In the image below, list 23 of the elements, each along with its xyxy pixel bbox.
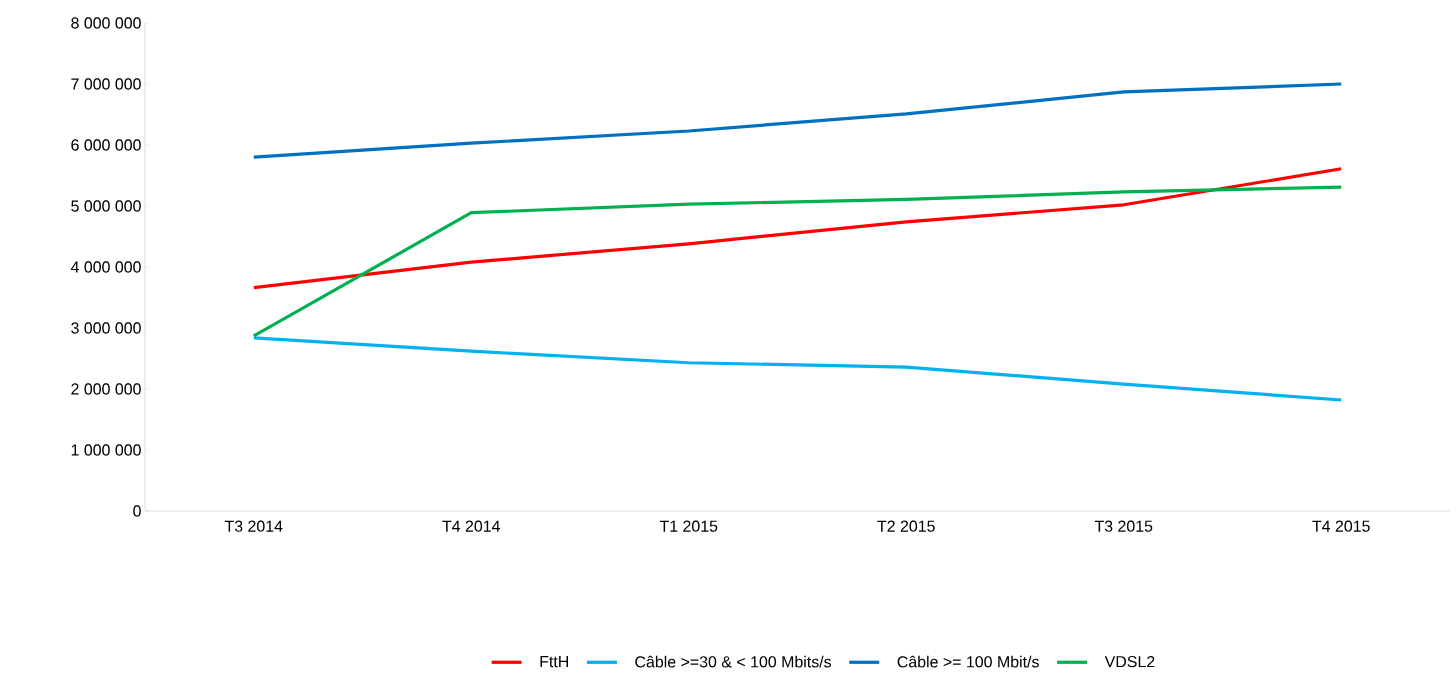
- x-tick-label: T4 2014: [442, 520, 500, 532]
- y-tick-label: 1 000 000: [71, 444, 141, 456]
- y-tick-label: 8 000 000: [71, 17, 141, 29]
- line-series: [252, 185, 1343, 338]
- y-tick-label: 5 000 000: [71, 200, 141, 212]
- x-tick-label: T1 2015: [659, 520, 718, 532]
- legend-label: Câble >= 100 Mbit/s: [897, 655, 1039, 668]
- legend-label: Câble >=30 & < 100 Mbits/s: [635, 655, 832, 668]
- x-tick-label: T4 2015: [1312, 520, 1370, 532]
- x-tick-label: T3 2014: [224, 520, 283, 532]
- y-tick-label: 3 000 000: [71, 322, 141, 334]
- y-tick-label: 0: [133, 505, 141, 517]
- y-tick-label: 7 000 000: [71, 78, 141, 90]
- x-tick-label: T3 2015: [1094, 520, 1153, 532]
- legend-label: FttH: [540, 656, 568, 668]
- y-tick-label: 4 000 000: [70, 261, 141, 273]
- x-tick-label: T2 2015: [877, 520, 935, 532]
- line-series: [252, 336, 1343, 402]
- y-tick-label: 2 000 000: [71, 383, 141, 395]
- line-series: [252, 167, 1343, 290]
- legend-label: VDSL2: [1104, 655, 1155, 668]
- y-tick-label: 6 000 000: [71, 139, 141, 151]
- line-series: [252, 82, 1343, 159]
